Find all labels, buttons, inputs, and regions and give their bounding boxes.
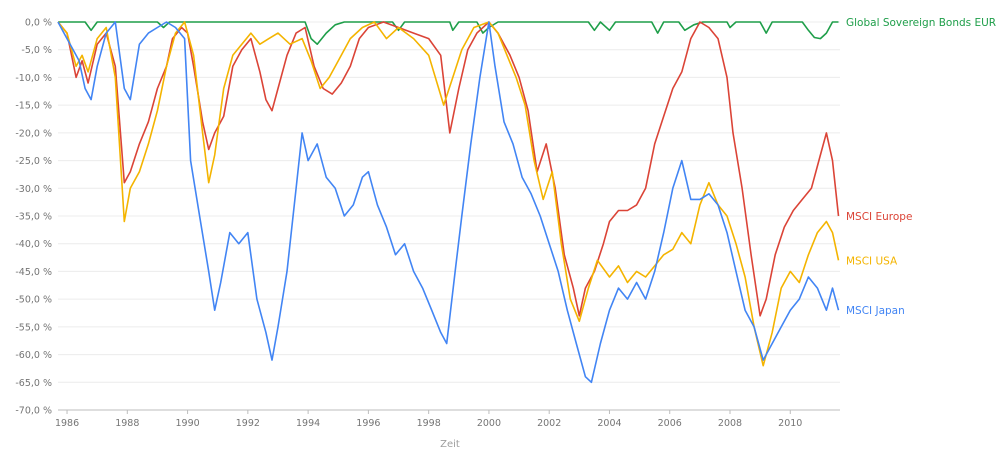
gridlines [58, 21, 840, 411]
series-label: MSCI USA [846, 255, 898, 267]
x-axis: 1986 1988 1990 1992 1994 1996 1998 2000 2002 2004… [55, 410, 802, 429]
y-tick-label: -55,0 % [15, 322, 52, 333]
x-tick-label: 1992 [236, 418, 260, 429]
y-tick-label: -35,0 % [15, 212, 52, 223]
series-line-msci-japan [57, 21, 840, 384]
x-tick-label: 1986 [55, 418, 79, 429]
x-tick-label: 2008 [718, 418, 742, 429]
y-tick-label: -65,0 % [15, 378, 52, 389]
series-line-global-sovereign-bonds-eur [58, 21, 839, 45]
x-tick-label: 2010 [778, 418, 802, 429]
x-tick-label: 1998 [417, 418, 441, 429]
series-label: Global Sovereign Bonds EUR ... [846, 17, 1000, 29]
y-tick-label: -20,0 % [15, 128, 52, 139]
y-tick-label: -30,0 % [15, 184, 52, 195]
series-line-msci-usa [57, 21, 840, 367]
y-axis: 0,0 % -5,0 % -10,0 % -15,0 % -20,0 % -25,0 % -… [15, 18, 52, 417]
y-tick-label: -60,0 % [15, 350, 52, 361]
y-tick-label: -15,0 % [15, 101, 52, 112]
y-tick-label: -25,0 % [15, 156, 52, 167]
x-axis-title: Zeit [440, 439, 460, 450]
series-lines [57, 21, 840, 384]
y-tick-label: -70,0 % [15, 406, 52, 417]
series-label: MSCI Japan [846, 305, 905, 317]
x-tick-label: 1990 [175, 418, 199, 429]
y-tick-label: -50,0 % [15, 295, 52, 306]
x-tick-label: 2006 [658, 418, 682, 429]
series-line-msci-europe [57, 21, 840, 317]
x-tick-label: 1996 [356, 418, 380, 429]
y-tick-label: 0,0 % [25, 18, 52, 29]
series-labels: Global Sovereign Bonds EUR ... MSCI Europ… [846, 17, 1000, 317]
y-tick-label: -5,0 % [21, 45, 52, 56]
y-tick-label: -10,0 % [15, 73, 52, 84]
x-tick-label: 1988 [115, 418, 139, 429]
series-label: MSCI Europe [846, 211, 912, 223]
y-tick-label: -40,0 % [15, 239, 52, 250]
x-tick-label: 2002 [537, 418, 561, 429]
x-tick-label: 1994 [296, 418, 320, 429]
x-tick-label: 2000 [477, 418, 501, 429]
x-tick-label: 2004 [597, 418, 621, 429]
y-tick-label: -45,0 % [15, 267, 52, 278]
